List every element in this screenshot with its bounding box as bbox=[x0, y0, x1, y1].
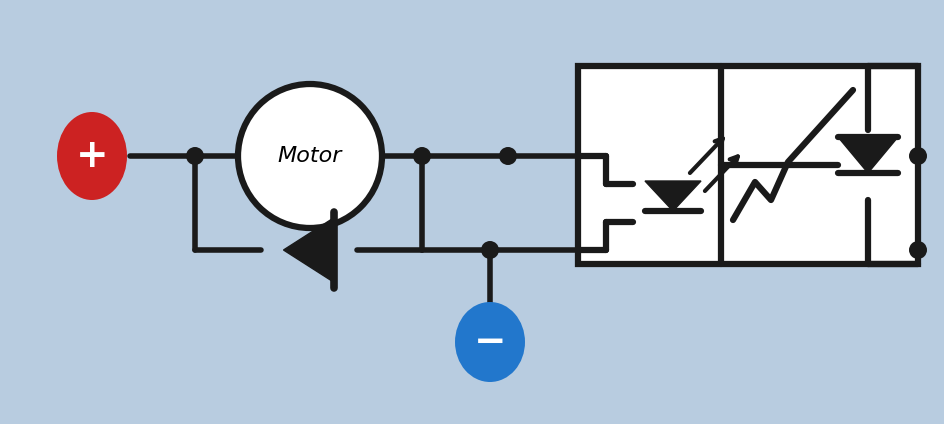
Polygon shape bbox=[283, 218, 333, 282]
Circle shape bbox=[480, 241, 498, 259]
Text: −: − bbox=[473, 323, 506, 361]
Circle shape bbox=[908, 147, 926, 165]
Circle shape bbox=[908, 241, 926, 259]
Circle shape bbox=[238, 84, 381, 228]
Polygon shape bbox=[645, 181, 700, 211]
Circle shape bbox=[413, 147, 430, 165]
Ellipse shape bbox=[454, 302, 525, 382]
Ellipse shape bbox=[57, 112, 126, 200]
Circle shape bbox=[186, 147, 204, 165]
Text: +: + bbox=[76, 137, 109, 175]
Bar bbox=[578, 66, 917, 264]
Polygon shape bbox=[837, 137, 897, 173]
Text: Motor: Motor bbox=[278, 146, 342, 166]
Circle shape bbox=[498, 147, 516, 165]
